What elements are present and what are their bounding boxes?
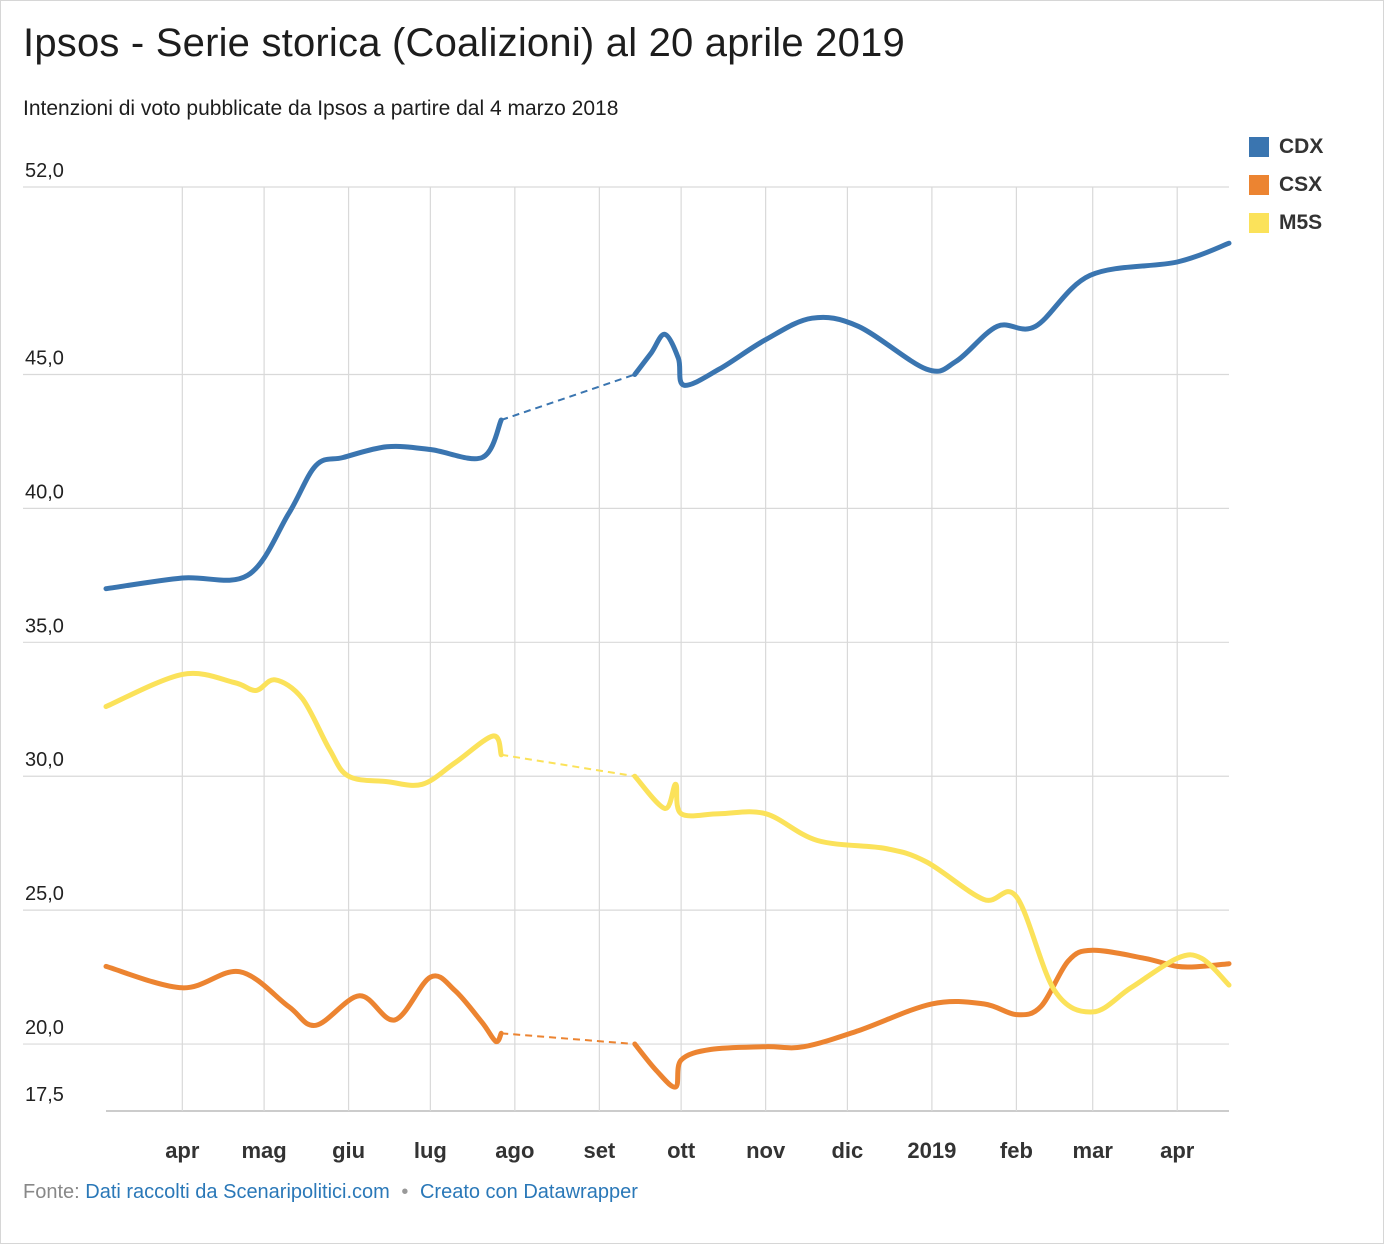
footer-prefix: Fonte: [23, 1181, 80, 1203]
series-line-csx-part1 [103, 963, 504, 1045]
series-line-csx-part2 [632, 947, 1232, 1090]
y-axis-labels: 17,5 20,0 25,0 30,0 35,0 40,0 45,0 52,0 [25, 160, 64, 1106]
series-gap-m5s [501, 753, 635, 778]
series-line-m5s-part1 [103, 670, 504, 788]
chart-subtitle: Intenzioni di voto pubblicate da Ipsos a… [23, 97, 619, 120]
x-tick-label: lug [414, 1138, 447, 1163]
legend-swatch [1249, 213, 1269, 233]
legend-item-m5s: M5S [1249, 204, 1323, 242]
x-tick-label: giu [332, 1138, 365, 1163]
y-tick-label: 25,0 [25, 883, 64, 905]
series-line-cdx-part2 [632, 240, 1232, 388]
legend: CDX CSX M5S [1249, 128, 1323, 242]
x-tick-label: nov [746, 1138, 786, 1163]
y-tick-label: 17,5 [25, 1084, 64, 1106]
x-tick-label: apr [1160, 1138, 1195, 1163]
legend-label: M5S [1279, 211, 1323, 234]
footer-separator: • [401, 1181, 409, 1203]
legend-swatch [1249, 175, 1269, 195]
legend-item-csx: CSX [1249, 166, 1323, 204]
y-tick-label: 20,0 [25, 1017, 64, 1039]
x-tick-label: set [583, 1138, 615, 1163]
y-tick-label: 30,0 [25, 749, 64, 771]
datawrapper-link[interactable]: Creato con Datawrapper [419, 1181, 638, 1203]
series-line-m5s-part2 [632, 773, 1232, 1015]
y-tick-label: 45,0 [25, 347, 64, 369]
x-tick-label: 2019 [907, 1138, 956, 1163]
x-tick-label: dic [831, 1138, 863, 1163]
legend-item-cdx: CDX [1249, 128, 1323, 166]
y-tick-label: 52,0 [25, 160, 64, 182]
y-tick-label: 35,0 [25, 615, 64, 637]
x-tick-label: apr [165, 1138, 200, 1163]
x-tick-label: mar [1073, 1138, 1114, 1163]
x-tick-label: ago [495, 1138, 534, 1163]
legend-swatch [1249, 137, 1269, 157]
x-tick-label: feb [1000, 1138, 1033, 1163]
series-lines [103, 240, 1232, 1090]
series-gap-csx [501, 1032, 635, 1046]
series-gap-cdx [500, 373, 636, 421]
x-axis-labels: apr mag giu lug ago set ott nov dic 2019 feb mar apr [165, 1138, 1195, 1163]
vertical-gridlines [181, 187, 1178, 1111]
y-tick-label: 40,0 [25, 481, 64, 503]
x-tick-label: mag [241, 1138, 286, 1163]
source-link[interactable]: Dati raccolti da Scenaripolitici.com [85, 1181, 390, 1203]
x-tick-label: ott [667, 1138, 696, 1163]
legend-label: CDX [1279, 135, 1324, 158]
chart-title: Ipsos - Serie storica (Coalizioni) al 20… [23, 21, 905, 65]
footer: Fonte: Dati raccolti da Scenaripolitici.… [23, 1181, 638, 1204]
series-line-cdx-part1 [103, 417, 504, 592]
legend-label: CSX [1279, 173, 1323, 196]
